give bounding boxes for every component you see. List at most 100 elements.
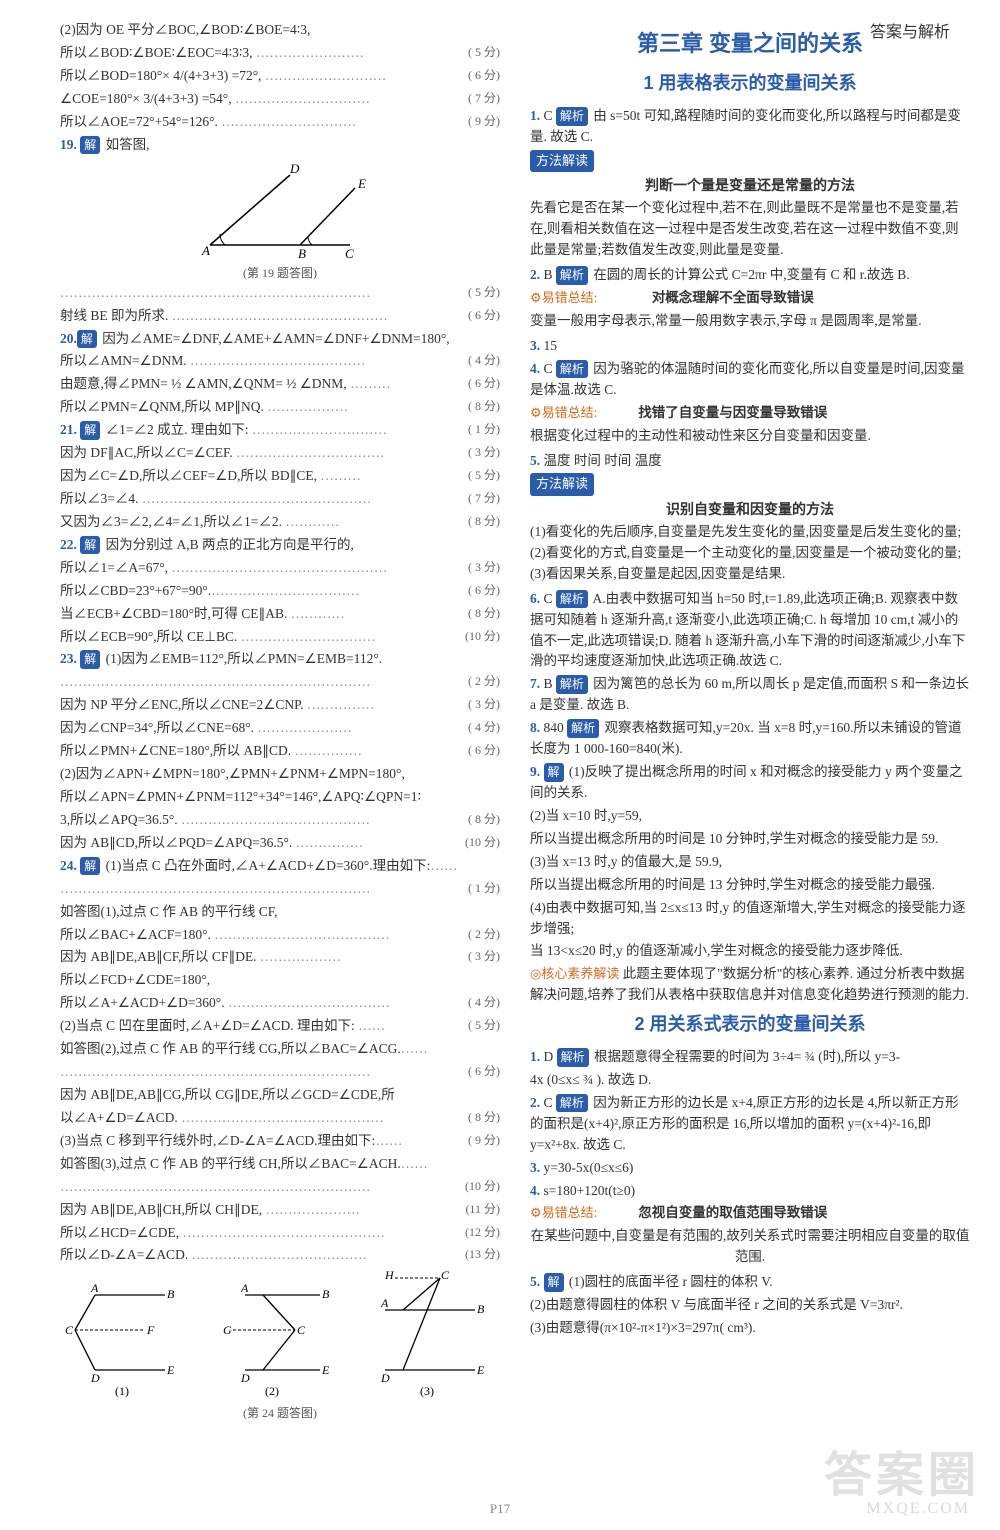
text-line: (2)由题意得圆柱的体积 V 与底面半径 r 之间的关系式是 V=3πr².	[530, 1295, 970, 1316]
watermark-sub: MXQE.COM	[866, 1496, 970, 1522]
svg-text:B: B	[298, 246, 306, 260]
right-column: 第三章 变量之间的关系 1 用表格表示的变量间关系 1. C 解析 由 s=50…	[530, 20, 970, 1424]
text: (3)当点 C 移到平行线外时,∠D-∠A=∠ACD.理由如下:	[60, 1133, 375, 1148]
score: (10 分)	[465, 627, 500, 646]
text: 所以∠PMN+∠CNE=180°,所以 AB∥CD.	[60, 743, 291, 758]
svg-text:B: B	[167, 1287, 175, 1301]
text: A.由表中数据可知当 h=50 时,t=1.89,此选项正确;B. 观察表中数据…	[530, 591, 965, 669]
text: 如答图(3),过点 C 作 AB 的平行线 CH,所以∠BAC=∠ACH.	[60, 1156, 401, 1171]
svg-text:A: A	[201, 243, 210, 258]
score: ( 8 分)	[468, 1108, 500, 1127]
q21: 21. 解 ∠1=∠2 成立. 理由如下: …………………………( 1 分)	[60, 420, 500, 441]
text: 由题意,得∠PMN= ½ ∠AMN,∠QNM= ½ ∠DNM,	[60, 376, 347, 391]
qnum: 3.	[530, 338, 540, 353]
text: 以∠A+∠D=∠ACD.	[60, 1110, 178, 1125]
qnum: 24.	[60, 858, 77, 873]
text: 所以∠BOD∶∠BOE∶∠EOC=4∶3∶3,	[60, 45, 253, 60]
callout-title: 忽视自变量的取值范围导致错误	[601, 1203, 865, 1224]
score: ( 8 分)	[468, 397, 500, 416]
callout-body: (1)看变化的先后顺序,自变量是先发生变化的量,因变量是后发生变化的量;(2)看…	[530, 522, 970, 585]
text-line: 4x (0≤x≤ ¾ ). 故选 D.	[530, 1070, 970, 1091]
score: ( 6 分)	[468, 741, 500, 760]
svg-text:D: D	[240, 1371, 250, 1385]
score: (11 分)	[465, 1200, 500, 1219]
text-line: 所以∠D-∠A=∠ACD. …………………………………(13 分)	[60, 1245, 500, 1266]
text-line: 所以∠3=∠4. ……………………………………………( 7 分)	[60, 489, 500, 510]
text-line: ……………………………………………………………( 6 分)	[60, 1062, 500, 1083]
svg-text:(2): (2)	[265, 1384, 279, 1398]
q19: 19. 解 如答图,	[60, 135, 500, 156]
score: ( 3 分)	[468, 695, 500, 714]
text: (1)当点 C 凸在外面时,∠A+∠ACD+∠D=360°.理由如下:	[106, 858, 431, 873]
score: ( 1 分)	[468, 420, 500, 439]
score: ( 9 分)	[468, 1131, 500, 1150]
score: ( 7 分)	[468, 89, 500, 108]
q24: 24. 解 (1)当点 C 凸在外面时,∠A+∠ACD+∠D=360°.理由如下…	[60, 856, 500, 877]
score: ( 6 分)	[468, 66, 500, 85]
text: 所以∠BAC+∠ACF=180°.	[60, 927, 211, 942]
text-line: 因为 AB∥DE,AB∥CF,所以 CF∥DE. ………………( 3 分)	[60, 947, 500, 968]
text-line: 所以∠CBD=23°+67°=90°.……………………………( 6 分)	[60, 581, 500, 602]
score: (10 分)	[465, 1177, 500, 1196]
text-line: 因为 AB∥DE,AB∥CH,所以 CH∥DE, …………………(11 分)	[60, 1200, 500, 1221]
s2-q5: 5. 解 (1)圆柱的底面半径 r 圆柱的体积 V.	[530, 1272, 970, 1293]
score: ( 9 分)	[468, 112, 500, 131]
text: 所以∠CBD=23°+67°=90°.	[60, 583, 211, 598]
text: 所以∠ECB=90°,所以 CE⊥BC.	[60, 629, 237, 644]
text-line: 所以当提出概念所用的时间是 13 分钟时,学生对概念的接受能力最强.	[530, 875, 970, 896]
text-line: (4)由表中数据可知,当 2≤x≤13 时,y 的值逐渐增大,学生对概念的接受能…	[530, 898, 970, 940]
text-line: 由题意,得∠PMN= ½ ∠AMN,∠QNM= ½ ∠DNM, ………( 6 分…	[60, 374, 500, 395]
text-line: 所以∠AMN=∠DNM. …………………………………( 4 分)	[60, 351, 500, 372]
text-line: 所以当提出概念所用的时间是 10 分钟时,学生对概念的接受能力是 59.	[530, 829, 970, 850]
text-line: 以∠A+∠D=∠ACD. ………………………………………( 8 分)	[60, 1108, 500, 1129]
figure-19: A B C D E	[180, 160, 380, 260]
text: 因为 AB∥DE,AB∥CH,所以 CH∥DE,	[60, 1202, 262, 1217]
qnum: 22.	[60, 537, 77, 552]
method-tag: 方法解读	[530, 473, 970, 495]
svg-text:A: A	[380, 1296, 389, 1310]
qnum: 9.	[530, 764, 540, 779]
text: 在圆的周长的计算公式 C=2πr 中,变量有 C 和 r.故选 B.	[593, 267, 909, 282]
qnum: 21.	[60, 422, 77, 437]
r-q8: 8. 840 解析 观察表格数据可知,y=20x. 当 x=8 时,y=160.…	[530, 718, 970, 760]
answer: B	[544, 267, 553, 282]
callout-body: 变量一般用字母表示,常量一般用数字表示,字母 π 是圆周率,是常量.	[530, 311, 970, 332]
text-line: 又因为∠3=∠2,∠4=∠1,所以∠1=∠2. …………( 8 分)	[60, 512, 500, 533]
header-right: 答案与解析	[870, 20, 950, 46]
ans-tag: 解	[80, 536, 100, 555]
text: 又因为∠3=∠2,∠4=∠1,所以∠1=∠2.	[60, 514, 282, 529]
score: ( 2 分)	[468, 925, 500, 944]
text: 所以∠D-∠A=∠ACD.	[60, 1247, 188, 1262]
text-line: 所以∠PMN+∠CNE=180°,所以 AB∥CD. ……………( 6 分)	[60, 741, 500, 762]
figure-24: A B C F D E (1) A B C G D E (2) A B C H …	[65, 1270, 495, 1400]
tag: 易错总结	[542, 403, 594, 423]
qnum: 2.	[530, 1095, 540, 1110]
text: 因为骆驼的体温随时间的变化而变化,所以自变量是时间,因变量是体温.故选 C.	[530, 361, 965, 397]
text-line: ∠COE=180°× 3/(4+3+3) =54°, …………………………( 7…	[60, 89, 500, 110]
score: ( 6 分)	[468, 581, 500, 600]
r-q4: 4. C 解析 因为骆驼的体温随时间的变化而变化,所以自变量是时间,因变量是体温…	[530, 359, 970, 401]
text-line: ……………………………………………………………( 5 分)	[60, 283, 500, 304]
answer: B	[544, 676, 553, 691]
fig24-caption: (第 24 题答图)	[60, 1404, 500, 1423]
text: 因为∠C=∠D,所以∠CEF=∠D,所以 BD∥CE,	[60, 468, 317, 483]
error-tag: ⚙易错总结: 对概念理解不全面导致错误	[530, 288, 970, 309]
score: ( 4 分)	[468, 351, 500, 370]
text: ∠COE=180°× 3/(4+3+3) =54°,	[60, 91, 232, 106]
score: ( 8 分)	[468, 512, 500, 531]
text: 因为篱笆的总长为 60 m,所以周长 p 是定值,而面积 S 和一条边长 a 是…	[530, 676, 969, 712]
page-number: P17	[490, 1499, 510, 1520]
ans-tag: 解	[80, 650, 100, 669]
callout-body: 在某些问题中,自变量是有范围的,故列关系式时需要注明相应自变量的取值范围.	[530, 1226, 970, 1268]
tag: 解析	[556, 1094, 588, 1113]
text-line: (2)当点 C 凹在里面时,∠A+∠D=∠ACD. 理由如下: ……( 5 分)	[60, 1016, 500, 1037]
qnum: 8.	[530, 720, 540, 735]
svg-text:D: D	[289, 161, 300, 176]
svg-text:(3): (3)	[420, 1384, 434, 1398]
text: 如答图(2),过点 C 作 AB 的平行线 CG,所以∠BAC=∠ACG.	[60, 1041, 401, 1056]
tag: 方法解读	[530, 150, 594, 172]
answer: C	[544, 361, 553, 376]
score: ( 8 分)	[468, 604, 500, 623]
tag: 解析	[557, 1048, 589, 1067]
answer: 15	[544, 338, 558, 353]
